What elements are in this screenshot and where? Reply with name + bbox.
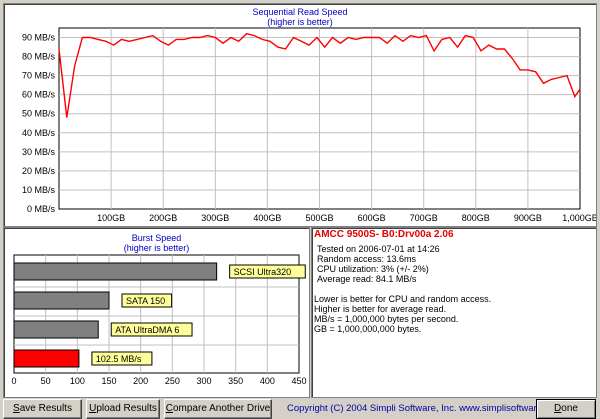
seq-x-tick-label: 500GB (305, 213, 333, 223)
burst-bar-label-box (121, 293, 173, 308)
note-gb-definition: GB = 1,000,000,000 bytes. (314, 324, 422, 334)
info-cpu-utilization: CPU utilization: 3% (+/- 2%) (317, 264, 429, 274)
burst-bar-label: SATA 150 (126, 296, 165, 306)
burst-x-tick-label: 450 (291, 376, 306, 386)
burst-chart-svg: 0 50 100 150 200 250 300 350 400 450 SCSI Ultra320… (11, 254, 307, 386)
seq-x-tick-label: 800GB (462, 213, 490, 223)
done-accel: D (554, 403, 562, 414)
info-average-read: Average read: 84.1 MB/s (317, 274, 417, 284)
seq-y-tick-label: 60 MB/s (22, 90, 56, 100)
seq-chart-title: Sequential Read Speed (252, 7, 348, 17)
burst-bar-tested-drive (13, 349, 80, 368)
done-button[interactable]: Done (536, 399, 596, 419)
burst-x-tick-label: 200 (133, 376, 148, 386)
save-results-label: ave Results (19, 403, 72, 414)
seq-y-tick-label: 20 MB/s (22, 166, 56, 176)
burst-speed-chart-panel: Burst Speed (higher is better) 0 50 100 150… (3, 227, 310, 398)
burst-chart-title: Burst Speed (131, 233, 182, 243)
burst-bar (13, 320, 99, 339)
seq-y-tick-label: 0 MB/s (27, 204, 56, 214)
burst-x-tick-label: 100 (70, 376, 85, 386)
seq-y-tick-label: 70 MB/s (22, 71, 56, 81)
note-higher-better: Higher is better for average read. (314, 304, 447, 314)
copyright-link[interactable]: Copyright (C) 2004 Simpli Software, Inc.… (287, 403, 563, 414)
seq-x-tick-label: 1,000GB (562, 213, 596, 223)
seq-x-tick-label: 600GB (358, 213, 386, 223)
burst-x-tick-label: 0 (11, 376, 16, 386)
seq-y-tick-label: 50 MB/s (22, 109, 56, 119)
upload-results-label: pload Results (96, 403, 157, 414)
seq-x-tick-label: 200GB (149, 213, 177, 223)
burst-x-tick-label: 300 (196, 376, 211, 386)
seq-chart-svg: 0 MB/s 10 MB/s 20 MB/s 30 MB/s 40 MB/s 50 MB/… (22, 27, 596, 223)
seq-x-tick-label: 700GB (410, 213, 438, 223)
seq-x-tick-label: 300GB (201, 213, 229, 223)
seq-y-tick-label: 90 MB/s (22, 33, 56, 43)
seq-read-line (58, 32, 581, 118)
burst-bar-label-box (91, 351, 153, 366)
burst-bar (13, 291, 110, 310)
compare-label: ompare Another Drive (172, 403, 271, 414)
burst-bar-label: 102.5 MB/s (96, 354, 142, 364)
seq-y-tick-label: 80 MB/s (22, 52, 56, 62)
burst-x-tick-label: 50 (41, 376, 51, 386)
compare-another-drive-button[interactable]: Compare Another Drive (164, 399, 272, 419)
info-tested-on: Tested on 2006-07-01 at 14:26 (317, 244, 440, 254)
note-lower-better: Lower is better for CPU and random acces… (314, 294, 492, 304)
burst-x-tick-label: 250 (165, 376, 180, 386)
seq-y-tick-label: 30 MB/s (22, 147, 56, 157)
info-random-access: Random access: 13.6ms (317, 254, 417, 264)
drive-info-panel: AMCC 9500S- B0:Drv00a 2.06 Tested on 200… (311, 227, 597, 398)
burst-bar-label: SCSI Ultra320 (234, 267, 292, 277)
burst-bar-label: ATA UltraDMA 6 (115, 325, 179, 335)
burst-chart-subtitle: (higher is better) (123, 243, 190, 253)
upload-results-accel: U (89, 403, 97, 414)
note-mb-definition: MB/s = 1,000,000 bytes per second. (314, 314, 459, 324)
done-label: one (561, 403, 578, 414)
sequential-read-chart-panel: Sequential Read Speed (higher is better)… (3, 3, 597, 227)
burst-x-tick-label: 350 (228, 376, 243, 386)
compare-accel: C (165, 403, 173, 414)
burst-bar (13, 262, 218, 281)
burst-bar-label-box (110, 322, 193, 337)
burst-bar-label-box (229, 264, 306, 279)
upload-results-button[interactable]: Upload Results (86, 399, 160, 419)
seq-y-tick-label: 40 MB/s (22, 128, 56, 138)
seq-y-tick-label: 10 MB/s (22, 185, 56, 195)
seq-x-tick-label: 900GB (514, 213, 542, 223)
seq-x-tick-label: 400GB (253, 213, 281, 223)
save-results-button[interactable]: Save Results (3, 399, 82, 419)
seq-chart-subtitle: (higher is better) (267, 17, 333, 27)
drive-title: AMCC 9500S- B0:Drv00a 2.06 (314, 229, 454, 240)
burst-x-tick-label: 150 (101, 376, 116, 386)
seq-x-tick-label: 100GB (97, 213, 125, 223)
burst-x-tick-label: 400 (260, 376, 275, 386)
save-results-accel: S (13, 403, 20, 414)
